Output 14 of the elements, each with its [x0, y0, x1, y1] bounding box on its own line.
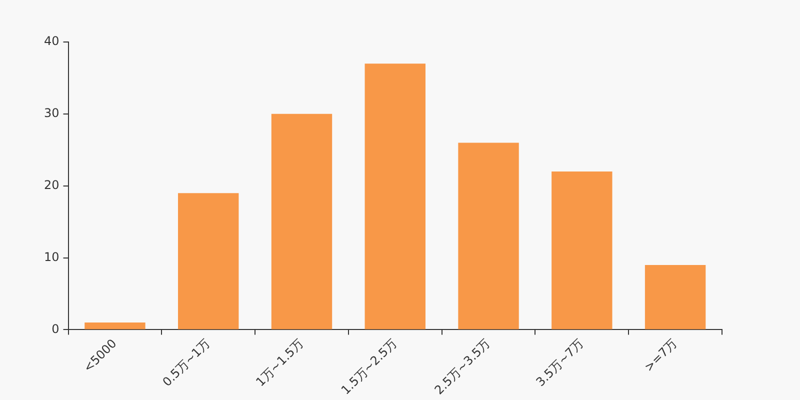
bar [458, 142, 519, 330]
x-tick-label: 0.5万~1万 [160, 336, 213, 390]
x-tick-label: 3.5万~7万 [533, 336, 586, 390]
y-tick-label: 30 [44, 106, 60, 120]
y-tick-label: 40 [44, 34, 60, 48]
bar [552, 171, 612, 330]
bar [364, 64, 426, 330]
y-tick-label: 10 [44, 250, 60, 264]
bar [178, 193, 239, 330]
y-tick-label: 20 [44, 178, 60, 192]
bar [84, 322, 146, 330]
bar [271, 114, 332, 330]
y-tick-label: 0 [52, 322, 60, 336]
bar [644, 265, 706, 330]
